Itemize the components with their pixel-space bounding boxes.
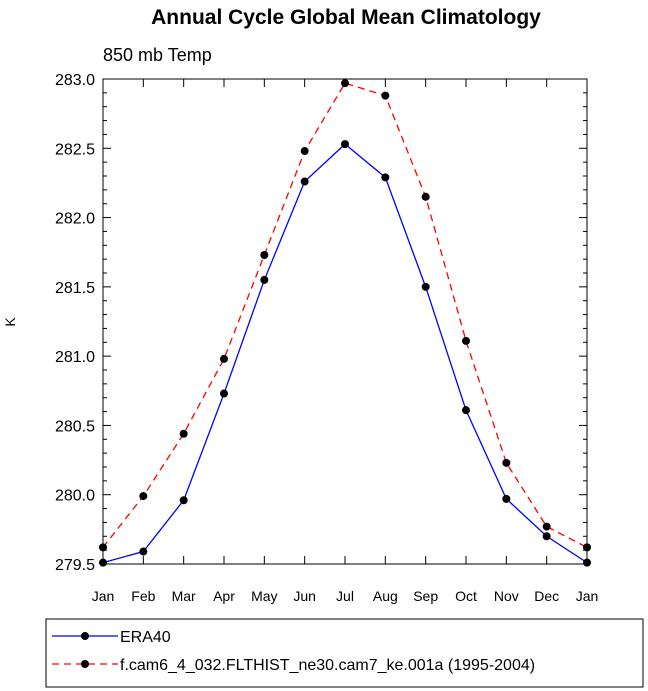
series-2-point (179, 429, 188, 438)
x-tick-label: Oct (455, 588, 477, 604)
x-tick-label: Jun (293, 588, 316, 604)
series-1-point (300, 177, 309, 186)
series-line-1 (102, 143, 588, 564)
x-tick-label: Apr (213, 588, 235, 604)
series-1-point (220, 389, 228, 398)
y-tick-label: 283.0 (55, 72, 95, 89)
legend-label-1: ERA40 (120, 629, 171, 646)
legend-marker-1 (81, 632, 89, 640)
series-2-point (502, 458, 511, 467)
legend-label-2: f.cam6_4_032.FLTHIST_ne30.cam7_ke.001a (… (120, 657, 535, 674)
x-tick-label: Mar (172, 588, 196, 604)
series-1-point (179, 496, 188, 505)
x-tick-label: Jul (336, 588, 354, 604)
series-1-point (462, 406, 470, 415)
y-tick-label: 280.5 (55, 418, 95, 435)
x-tick-label: Aug (373, 588, 398, 604)
chart-subtitle: 850 mb Temp (103, 45, 212, 65)
x-tick-label: Feb (131, 588, 155, 604)
plot-frame (102, 78, 588, 565)
series-1-point (421, 282, 430, 291)
series-1-point (381, 173, 390, 182)
series-2-point (542, 522, 551, 531)
y-tick-label: 279.5 (55, 557, 95, 574)
x-tick-label: Dec (534, 588, 559, 604)
x-tick-label: May (251, 588, 277, 604)
series-lines (102, 82, 588, 564)
series-2-point (260, 250, 269, 259)
y-tick-label: 282.0 (55, 211, 95, 228)
series-1-point (583, 558, 591, 567)
series-1-point (260, 275, 269, 284)
series-markers (99, 79, 591, 567)
y-axis-label: K (2, 317, 18, 327)
series-1-point (542, 532, 551, 541)
series-2-point (583, 543, 591, 552)
legend: ERA40 f.cam6_4_032.FLTHIST_ne30.cam7_ke.0… (45, 618, 644, 688)
y-tick-label: 281.5 (55, 280, 95, 297)
x-axis-ticks: Jan Feb Mar Apr May Jun Jul Aug Sep Oct Nov Dec Jan (92, 79, 599, 604)
series-2-point (341, 79, 349, 88)
legend-box (45, 618, 644, 688)
series-2-point (139, 492, 148, 501)
series-2-point (300, 147, 309, 156)
x-tick-label: Nov (494, 588, 519, 604)
series-2-point (462, 336, 470, 345)
series-1-point (502, 494, 511, 503)
series-2-point (381, 91, 390, 100)
series-1-point (99, 558, 107, 567)
y-tick-label: 281.0 (55, 349, 95, 366)
x-tick-label: Jan (92, 588, 115, 604)
y-tick-label: 282.5 (55, 141, 95, 158)
y-axis-ticks: 279.5 280.0 280.5 281.0 281.5 282.0 282.5 283.0 (55, 72, 587, 574)
legend-marker-2 (81, 660, 89, 668)
series-2-point (421, 192, 430, 201)
x-tick-label: Sep (413, 588, 438, 604)
x-tick-label: Jan (576, 588, 599, 604)
chart-title: Annual Cycle Global Mean Climatology (151, 6, 541, 29)
series-1-point (341, 140, 349, 149)
series-1-point (139, 547, 148, 556)
series-2-point (220, 354, 228, 363)
series-line-2 (102, 82, 588, 548)
y-tick-label: 280.0 (55, 488, 95, 505)
series-2-point (99, 543, 107, 552)
